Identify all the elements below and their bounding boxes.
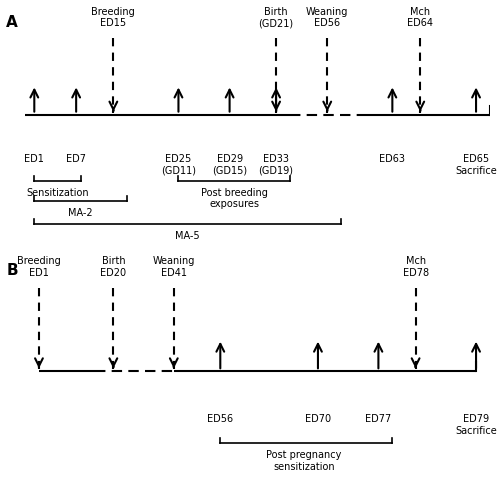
Text: ED79
Sacrifice: ED79 Sacrifice [455,414,497,436]
Text: ED29
(GD15): ED29 (GD15) [212,155,247,176]
Text: ED1: ED1 [24,155,44,165]
Text: ED70: ED70 [305,414,331,424]
Text: ED25
(GD11): ED25 (GD11) [161,155,196,176]
Text: ED77: ED77 [366,414,392,424]
Text: ED56: ED56 [207,414,234,424]
Text: Post pregnancy
sensitization: Post pregnancy sensitization [266,451,342,472]
Text: Breeding
ED1: Breeding ED1 [17,256,61,278]
Text: A: A [6,15,18,30]
Text: ED7: ED7 [66,155,86,165]
Text: Breeding
ED15: Breeding ED15 [92,6,135,28]
Text: Weaning
ED56: Weaning ED56 [306,6,348,28]
Text: ED65
Sacrifice: ED65 Sacrifice [455,155,497,176]
Text: Birth
ED20: Birth ED20 [100,256,126,278]
Text: MA-5: MA-5 [176,231,200,241]
Text: Sensitization: Sensitization [26,188,89,198]
Text: B: B [6,263,18,278]
Text: ED63: ED63 [380,155,406,165]
Text: Birth
(GD21): Birth (GD21) [258,6,294,28]
Text: Post breeding
exposures: Post breeding exposures [201,188,268,209]
Text: Mch
ED64: Mch ED64 [408,6,434,28]
Text: ED33
(GD19): ED33 (GD19) [258,155,294,176]
Text: Mch
ED78: Mch ED78 [402,256,428,278]
Text: MA-2: MA-2 [68,207,93,217]
Text: Weaning
ED41: Weaning ED41 [152,256,195,278]
